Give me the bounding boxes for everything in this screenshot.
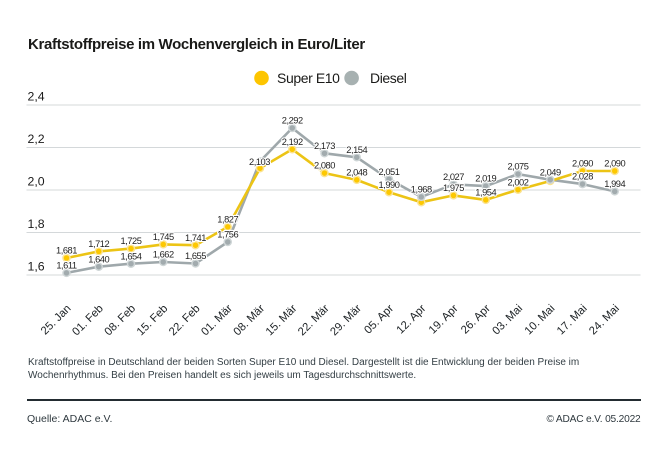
svg-text:1,954: 1,954: [475, 188, 496, 198]
svg-text:1,712: 1,712: [88, 239, 109, 249]
svg-text:12. Apr: 12. Apr: [395, 302, 429, 336]
svg-text:01. Feb: 01. Feb: [70, 303, 106, 339]
svg-text:25. Jan: 25. Jan: [39, 303, 74, 338]
svg-text:17. Mai: 17. Mai: [555, 303, 590, 338]
svg-text:1,6: 1,6: [28, 260, 45, 274]
svg-text:1,994: 1,994: [604, 179, 625, 189]
svg-text:2,2: 2,2: [28, 132, 45, 146]
svg-text:2,103: 2,103: [249, 157, 270, 167]
svg-text:08. Feb: 08. Feb: [103, 303, 139, 339]
svg-text:2,292: 2,292: [282, 116, 303, 126]
svg-text:01. Mär: 01. Mär: [199, 302, 235, 338]
svg-text:10. Mai: 10. Mai: [523, 303, 558, 338]
svg-text:1,968: 1,968: [411, 185, 432, 195]
svg-text:22. Feb: 22. Feb: [167, 303, 203, 339]
svg-text:1,975: 1,975: [443, 183, 464, 193]
svg-text:1,741: 1,741: [185, 233, 206, 243]
svg-text:15. Feb: 15. Feb: [135, 303, 171, 339]
svg-text:1,654: 1,654: [120, 251, 141, 261]
svg-text:03. Mai: 03. Mai: [490, 303, 525, 338]
svg-text:15. Mär: 15. Mär: [264, 302, 300, 338]
svg-text:2,002: 2,002: [507, 177, 528, 187]
svg-text:1,756: 1,756: [217, 230, 238, 240]
svg-text:2,080: 2,080: [314, 161, 335, 171]
svg-text:2,075: 2,075: [507, 162, 528, 172]
svg-text:1,611: 1,611: [56, 261, 77, 271]
svg-text:2,173: 2,173: [314, 141, 335, 151]
svg-text:1,681: 1,681: [56, 246, 77, 256]
svg-text:26. Apr: 26. Apr: [459, 302, 493, 336]
svg-text:1,990: 1,990: [378, 180, 399, 190]
svg-text:2,090: 2,090: [604, 159, 625, 169]
svg-text:1,725: 1,725: [120, 236, 141, 246]
svg-text:24. Mai: 24. Mai: [587, 303, 622, 338]
svg-text:29. Mär: 29. Mär: [328, 302, 364, 338]
svg-text:1,827: 1,827: [217, 215, 238, 225]
svg-text:2,154: 2,154: [346, 145, 367, 155]
svg-text:2,0: 2,0: [28, 175, 45, 189]
svg-text:19. Apr: 19. Apr: [427, 302, 461, 336]
svg-text:2,192: 2,192: [282, 137, 303, 147]
svg-text:08. Mär: 08. Mär: [232, 302, 268, 338]
svg-text:2,048: 2,048: [346, 168, 367, 178]
svg-text:22. Mär: 22. Mär: [296, 302, 332, 338]
svg-text:05. Apr: 05. Apr: [362, 302, 396, 336]
svg-text:2,028: 2,028: [572, 172, 593, 182]
svg-text:1,8: 1,8: [28, 217, 45, 231]
svg-text:1,655: 1,655: [185, 251, 206, 261]
svg-text:2,090: 2,090: [572, 159, 593, 169]
svg-text:1,745: 1,745: [153, 232, 174, 242]
svg-text:1,662: 1,662: [153, 250, 174, 260]
svg-text:2,051: 2,051: [378, 167, 399, 177]
svg-text:2,019: 2,019: [475, 174, 496, 184]
svg-text:2,027: 2,027: [443, 172, 464, 182]
svg-text:2,4: 2,4: [28, 90, 45, 104]
svg-text:1,640: 1,640: [88, 254, 109, 264]
svg-text:2,049: 2,049: [540, 167, 561, 177]
